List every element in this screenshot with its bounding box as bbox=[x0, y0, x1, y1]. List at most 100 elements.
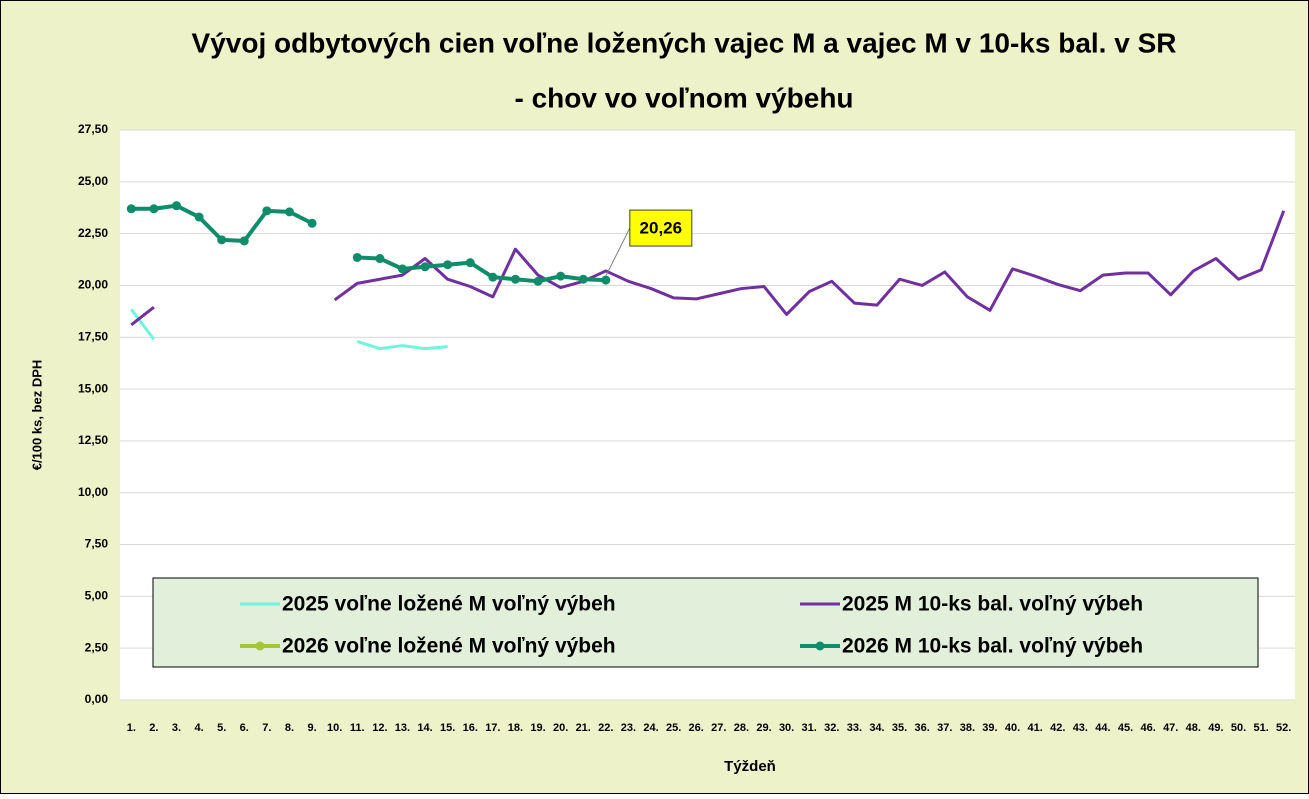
x-tick-label: 41. bbox=[1027, 722, 1042, 734]
data-point bbox=[284, 207, 294, 217]
data-point bbox=[171, 201, 181, 211]
x-tick-label: 34. bbox=[869, 722, 884, 734]
data-point bbox=[420, 262, 430, 272]
x-tick-label: 38. bbox=[960, 722, 975, 734]
x-tick-label: 28. bbox=[734, 722, 749, 734]
x-tick-label: 44. bbox=[1095, 722, 1110, 734]
data-point bbox=[194, 212, 204, 222]
x-tick-label: 24. bbox=[643, 722, 658, 734]
x-tick-label: 3. bbox=[172, 722, 181, 734]
x-tick-label: 35. bbox=[892, 722, 907, 734]
x-tick-label: 27. bbox=[711, 722, 726, 734]
x-tick-label: 50. bbox=[1231, 722, 1246, 734]
y-tick-label: 0,00 bbox=[85, 692, 109, 706]
data-point bbox=[556, 271, 566, 281]
x-tick-label: 4. bbox=[194, 722, 203, 734]
x-tick-label: 39. bbox=[982, 722, 997, 734]
y-tick-label: 2,50 bbox=[85, 640, 109, 654]
x-tick-label: 45. bbox=[1118, 722, 1133, 734]
x-tick-label: 1. bbox=[127, 722, 136, 734]
legend-label: 2025 voľne ložené M voľný výbeh bbox=[282, 593, 616, 616]
x-tick-label: 30. bbox=[779, 722, 794, 734]
y-axis-label: €/100 ks, bez DPH bbox=[29, 360, 44, 471]
x-tick-label: 31. bbox=[802, 722, 817, 734]
data-point bbox=[375, 254, 385, 264]
series-line bbox=[130, 210, 1286, 327]
data-point bbox=[510, 274, 520, 284]
chart-subtitle: - chov vo voľnom výbehu bbox=[514, 82, 853, 113]
chart-title: Vývoj odbytových cien voľne ložených vaj… bbox=[192, 27, 1177, 58]
x-tick-label: 37. bbox=[937, 722, 952, 734]
x-tick-label: 11. bbox=[350, 722, 365, 734]
y-tick-label: 5,00 bbox=[85, 589, 109, 603]
x-tick-label: 40. bbox=[1005, 722, 1020, 734]
y-tick-label: 15,00 bbox=[78, 381, 108, 395]
data-point bbox=[601, 275, 611, 285]
legend-marker bbox=[255, 641, 265, 651]
y-tick-label: 27,50 bbox=[78, 122, 108, 136]
x-tick-label: 6. bbox=[240, 722, 249, 734]
y-tick-label: 22,50 bbox=[78, 226, 108, 240]
x-tick-label: 52. bbox=[1276, 722, 1291, 734]
legend-label: 2026 voľne ložené M voľný výbeh bbox=[282, 635, 616, 658]
y-tick-label: 20,00 bbox=[78, 278, 108, 292]
x-tick-label: 36. bbox=[915, 722, 930, 734]
x-tick-label: 46. bbox=[1140, 722, 1155, 734]
data-point bbox=[488, 272, 498, 282]
x-tick-label: 10. bbox=[327, 722, 342, 734]
data-point bbox=[533, 276, 543, 286]
legend-marker bbox=[815, 641, 825, 651]
data-point bbox=[217, 235, 227, 245]
x-tick-label: 5. bbox=[217, 722, 226, 734]
data-point bbox=[578, 274, 588, 284]
legend-label: 2025 M 10-ks bal. voľný výbeh bbox=[842, 593, 1143, 616]
x-tick-label: 12. bbox=[372, 722, 387, 734]
x-tick-label: 47. bbox=[1163, 722, 1178, 734]
x-tick-label: 16. bbox=[463, 722, 478, 734]
x-tick-label: 49. bbox=[1208, 722, 1223, 734]
x-tick-label: 23. bbox=[621, 722, 636, 734]
y-tick-label: 7,50 bbox=[85, 537, 109, 551]
x-tick-label: 20. bbox=[553, 722, 568, 734]
x-tick-label: 17. bbox=[485, 722, 500, 734]
x-tick-label: 14. bbox=[417, 722, 432, 734]
label-box bbox=[629, 209, 693, 247]
data-point bbox=[262, 206, 272, 216]
x-tick-label: 19. bbox=[530, 722, 545, 734]
data-point bbox=[307, 218, 317, 228]
x-tick-label: 43. bbox=[1073, 722, 1088, 734]
y-tick-label: 10,00 bbox=[78, 485, 108, 499]
data-point bbox=[352, 252, 362, 262]
data-point bbox=[465, 258, 475, 268]
x-tick-label: 18. bbox=[508, 722, 523, 734]
x-tick-label: 13. bbox=[395, 722, 410, 734]
series-line bbox=[130, 308, 448, 351]
x-tick-label: 22. bbox=[598, 722, 613, 734]
x-tick-label: 29. bbox=[756, 722, 771, 734]
x-tick-label: 25. bbox=[666, 722, 681, 734]
data-point bbox=[126, 204, 136, 214]
x-tick-label: 26. bbox=[689, 722, 704, 734]
y-tick-label: 17,50 bbox=[78, 329, 108, 343]
label-leader bbox=[605, 227, 631, 277]
x-tick-label: 9. bbox=[307, 722, 316, 734]
x-tick-label: 8. bbox=[285, 722, 294, 734]
x-tick-label: 21. bbox=[576, 722, 591, 734]
x-tick-label: 2. bbox=[149, 722, 158, 734]
x-tick-label: 51. bbox=[1253, 722, 1268, 734]
y-tick-label: 12,50 bbox=[78, 433, 108, 447]
x-axis-label: Týždeň bbox=[724, 758, 776, 775]
x-tick-label: 7. bbox=[262, 722, 271, 734]
data-point bbox=[397, 264, 407, 274]
data-point bbox=[149, 204, 159, 214]
data-point bbox=[239, 236, 249, 246]
legend-box bbox=[152, 577, 1259, 668]
legend-label: 2026 M 10-ks bal. voľný výbeh bbox=[842, 635, 1143, 658]
data-label: 20,26 bbox=[640, 219, 683, 238]
x-tick-label: 32. bbox=[824, 722, 839, 734]
x-tick-label: 48. bbox=[1186, 722, 1201, 734]
x-tick-label: 33. bbox=[847, 722, 862, 734]
data-point bbox=[443, 260, 453, 270]
x-tick-label: 15. bbox=[440, 722, 455, 734]
